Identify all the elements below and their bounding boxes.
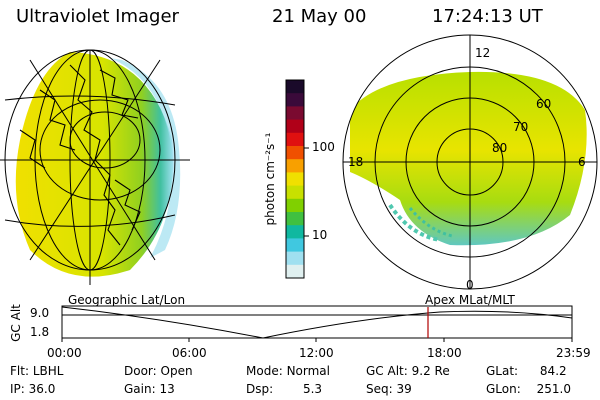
auroral-oval <box>350 71 587 246</box>
colorbar <box>286 80 304 279</box>
flt-field: Flt: LBHL <box>10 364 64 378</box>
lat-70-label: 70 <box>513 120 529 134</box>
timeline-left-title: Geographic Lat/Lon <box>68 293 186 307</box>
timeline-y-tick-high: 9.0 <box>30 306 50 320</box>
colorbar-band <box>286 119 304 134</box>
timeline-y-tick-low: 1.8 <box>30 325 50 339</box>
timeline-x-tick-1800: 18:00 <box>427 346 462 360</box>
colorbar-band <box>286 198 304 213</box>
glat-field: GLat: 84.2 <box>486 364 567 378</box>
colorbar-unit-label: photon cm⁻²s⁻¹ <box>263 132 277 226</box>
colorbar-band <box>286 159 304 173</box>
glon-field: GLon: 251.0 <box>486 382 571 396</box>
lat-80-label: 80 <box>492 141 508 155</box>
polar-grid <box>342 34 598 290</box>
seq-field: Seq: 39 <box>366 382 412 396</box>
colorbar-band <box>286 264 304 279</box>
colorbar-band <box>286 132 304 147</box>
colorbar-tick-10: 10 <box>312 228 328 242</box>
geographic-image <box>0 49 190 285</box>
lat-lon-grid <box>0 49 190 285</box>
colorbar-band <box>286 212 304 226</box>
timeline-ticks <box>61 338 573 342</box>
mlt-6-label: 6 <box>578 155 586 169</box>
mlt-12-label: 12 <box>475 46 491 60</box>
colorbar-band <box>286 251 304 266</box>
altitude-curve <box>61 306 573 339</box>
lat-60-label: 60 <box>536 97 552 111</box>
colorbar-band <box>286 106 304 121</box>
dayside-edge <box>110 58 181 258</box>
date-label: 21 May 00 <box>272 6 367 27</box>
timeline-x-tick-1200: 12:00 <box>299 346 334 360</box>
colorbar-band <box>286 146 304 160</box>
colorbar-band <box>286 225 304 239</box>
colorbar-band <box>286 80 304 94</box>
mlt-18-label: 18 <box>348 155 364 169</box>
colorbar-band <box>286 185 304 200</box>
timeline-plot <box>61 305 573 342</box>
timeline-x-tick-0600: 06:00 <box>172 346 207 360</box>
instrument-title: Ultraviolet Imager <box>16 6 179 27</box>
timeline-right-title: Apex MLat/MLT <box>425 293 515 307</box>
time-label: 17:24:13 UT <box>432 6 543 27</box>
dsp-field: Dsp: 5.3 <box>246 382 323 396</box>
timeline-y-axis-label: GC Alt <box>9 304 23 342</box>
timeline-x-tick-2359: 23:59 <box>556 346 591 360</box>
mlt-0-label: 0 <box>466 278 474 292</box>
colorbar-frame <box>285 79 305 279</box>
coastlines <box>19 64 141 246</box>
polar-plot <box>342 34 598 290</box>
gain-field: Gain: 13 <box>124 382 175 396</box>
mode-field: Mode: Normal <box>246 364 330 378</box>
gc-alt-field: GC Alt: 9.2 Re <box>366 364 450 378</box>
timeline-x-tick-0000: 00:00 <box>47 346 82 360</box>
door-field: Door: Open <box>124 364 193 378</box>
ip-field: IP: 36.0 <box>10 382 56 396</box>
colorbar-band <box>286 238 304 253</box>
colorbar-band <box>286 93 304 107</box>
colorbar-band <box>286 172 304 187</box>
colorbar-tick-100: 100 <box>312 140 335 154</box>
